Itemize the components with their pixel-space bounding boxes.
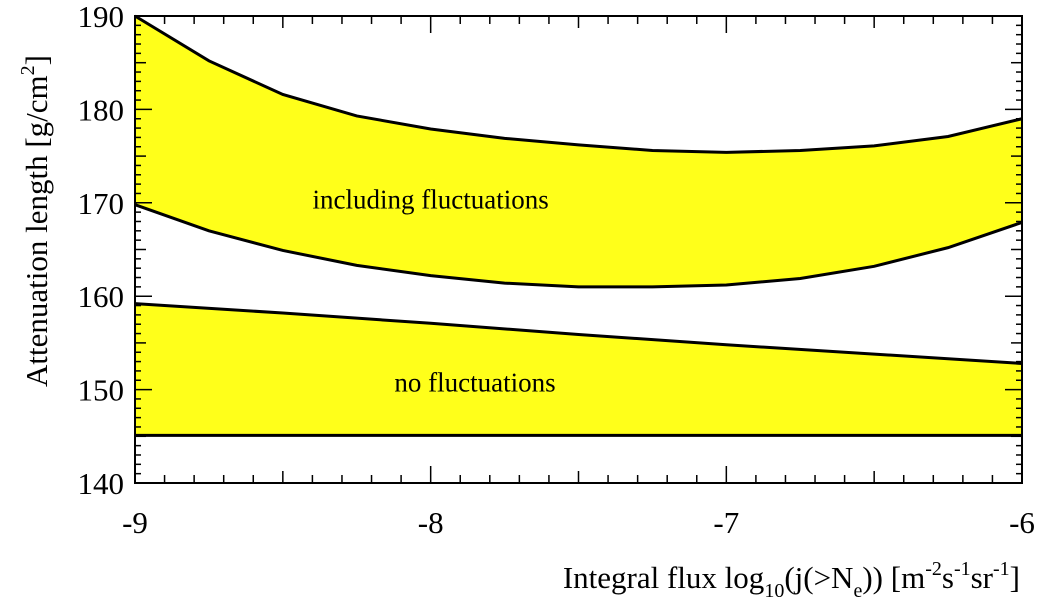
band-1-upper-line — [134, 302, 1023, 365]
x-axis-title-log-sub: 10 — [764, 580, 784, 601]
y-tick-label: 140 — [78, 466, 125, 501]
x-axis-title-u2-base: sr — [971, 560, 994, 595]
band-0-upper-line — [134, 14, 1023, 154]
x-axis-title-u1: -2 — [925, 558, 942, 580]
band-0-lower-line — [134, 203, 1023, 289]
band-label-no-fluctuations: no fluctuations — [394, 367, 555, 397]
x-axis-title-arg-sub: e — [853, 580, 862, 601]
y-axis-title-sup: 2 — [17, 65, 39, 75]
ticks-layer — [134, 15, 1023, 484]
x-axis-title-arg-close: )) [m — [862, 560, 925, 595]
x-axis-title-arg-open: (j(>N — [784, 560, 853, 595]
x-axis-title: Integral flux log10(j(>Ne)) [m-2s-1sr-1] — [563, 558, 1020, 601]
x-tick-label: -6 — [1009, 505, 1035, 540]
x-tick-label: -8 — [418, 505, 444, 540]
x-axis-title-u3: -1 — [993, 558, 1010, 580]
tick-labels-layer: -9 -8 -7 -6 140 150 160 170 180 190 — [78, 0, 1035, 540]
band-label-including-fluctuations: including fluctuations — [313, 184, 549, 214]
band-0-fill — [135, 16, 1022, 287]
x-axis-title-u1-base: s — [942, 560, 954, 595]
x-axis-title-u2: -1 — [954, 558, 971, 580]
x-tick-label: -9 — [122, 505, 148, 540]
x-axis-title-end: ] — [1010, 560, 1020, 595]
bands-layer — [134, 14, 1023, 437]
x-tick-label: -7 — [713, 505, 739, 540]
y-tick-label: 170 — [78, 186, 125, 221]
y-axis-title-end: ] — [19, 55, 54, 65]
y-tick-label: 150 — [78, 373, 125, 408]
y-tick-label: 160 — [78, 279, 125, 314]
y-tick-label: 180 — [78, 92, 125, 127]
y-axis-title-main: Attenuation length [g/cm — [19, 75, 54, 387]
y-axis-title: Attenuation length [g/cm2] — [17, 55, 54, 387]
y-tick-label: 190 — [78, 0, 125, 34]
x-axis-title-main: Integral flux log — [563, 560, 764, 595]
band-1-fill — [135, 303, 1022, 436]
